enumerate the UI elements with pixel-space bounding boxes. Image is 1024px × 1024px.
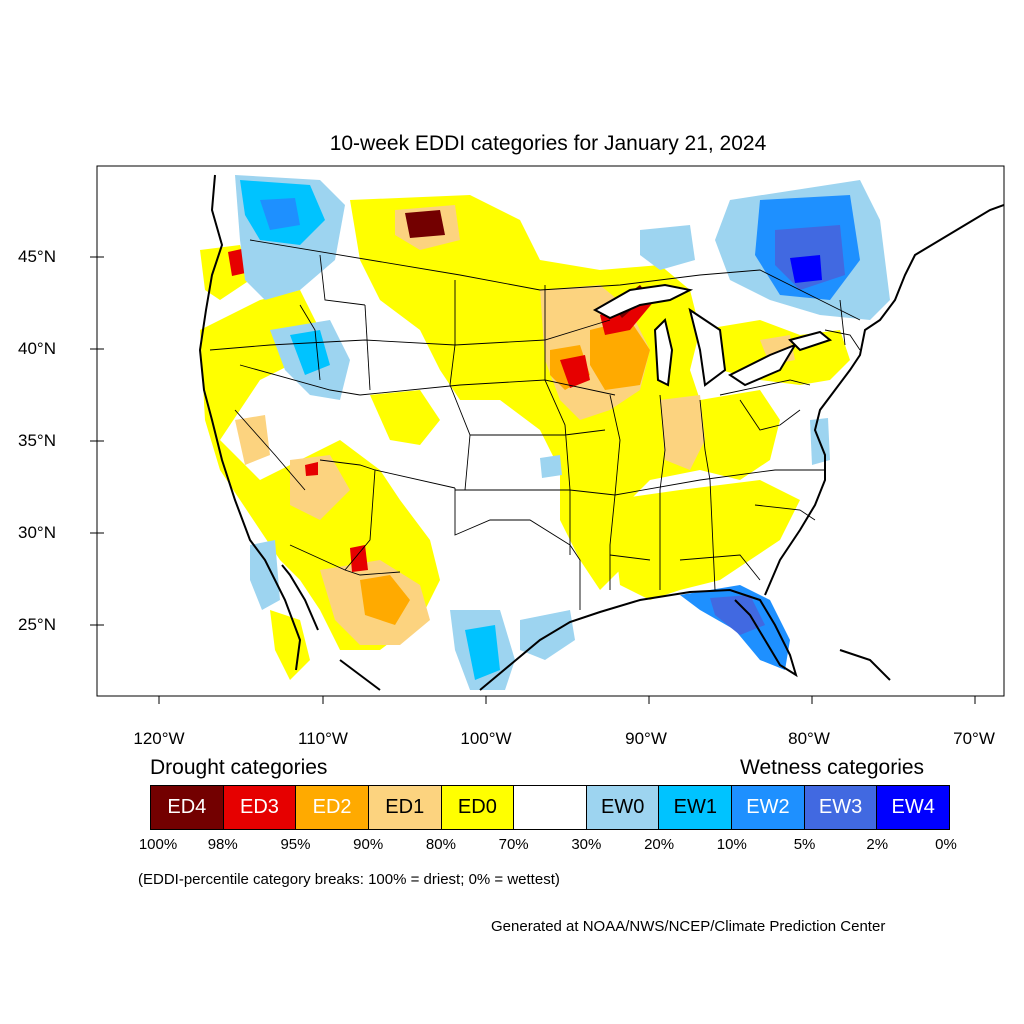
percentile-label: 100% [138, 836, 178, 853]
percentile-label: 70% [498, 836, 529, 853]
legend-cell-ed0: ED0 [441, 786, 515, 829]
state-borders [209, 239, 861, 610]
axis-ticks [90, 256, 976, 704]
percentile-label: 98% [207, 836, 238, 853]
percentile-label: 20% [644, 836, 675, 853]
percentile-label: 5% [793, 836, 816, 853]
graticule-ticks [97, 256, 104, 626]
legend-cell-ed1: ED1 [368, 786, 442, 829]
map-frame [96, 165, 1005, 697]
percentile-label: 95% [280, 836, 311, 853]
legend-cell-ed4: ED4 [151, 786, 224, 829]
great-lakes [592, 283, 833, 387]
legend-cell-ed2: ED2 [296, 786, 369, 829]
lon-label-110: 110°W [298, 729, 348, 748]
legend-cell-normal [514, 786, 587, 829]
category-legend-bar: ED4 ED3 ED2 ED1 ED0 EW0 EW1 EW2 EW3 EW4 [150, 785, 950, 830]
lon-label-90: 90°W [625, 729, 667, 748]
coastlines [198, 174, 1004, 691]
lat-label-30: 30°N [18, 523, 56, 542]
category-fields [97, 174, 1004, 691]
percentile-label: 90% [353, 836, 384, 853]
percentile-label: 80% [425, 836, 456, 853]
legend-cell-ew0: EW0 [586, 786, 660, 829]
lat-label-40: 40°N [18, 339, 56, 358]
legend-cell-ed3: ED3 [223, 786, 297, 829]
lon-label-80: 80°W [788, 729, 830, 748]
legend-cell-ew3: EW3 [804, 786, 878, 829]
lat-label-35: 35°N [18, 431, 56, 450]
lon-label-120: 120°W [133, 729, 185, 748]
percentile-label: 2% [866, 836, 889, 853]
legend-cell-ew1: EW1 [659, 786, 733, 829]
category-breaks-note: (EDDI-percentile category breaks: 100% =… [138, 871, 560, 888]
credit-line: Generated at NOAA/NWS/NCEP/Climate Predi… [491, 918, 886, 935]
percentile-label: 0% [935, 836, 957, 853]
legend-cell-ew2: EW2 [732, 786, 805, 829]
wetness-categories-heading: Wetness categories [740, 756, 925, 779]
map-title: 10-week EDDI categories for January 21, … [329, 132, 767, 155]
wetness-ew4-region [790, 255, 822, 283]
legend-cell-ew4: EW4 [877, 786, 950, 829]
lon-label-70: 70°W [953, 729, 995, 748]
lat-label-45: 45°N [18, 247, 56, 266]
lat-label-25: 25°N [18, 615, 56, 634]
percentile-label: 30% [571, 836, 602, 853]
lon-label-100: 100°W [460, 729, 512, 748]
drought-categories-heading: Drought categories [150, 756, 328, 779]
wetness-ew1-region [240, 180, 500, 680]
percentile-label: 10% [716, 836, 747, 853]
